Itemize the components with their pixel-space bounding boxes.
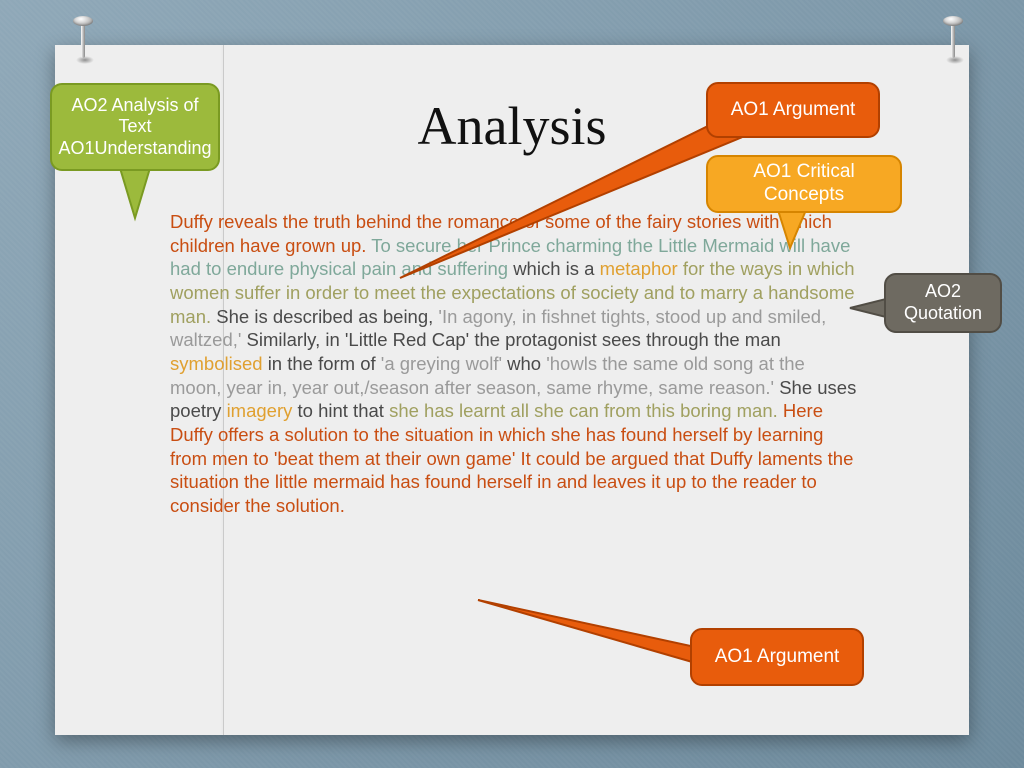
callout-ao2-quotation: AO2 Quotation (884, 273, 1002, 333)
pushpin-left (70, 16, 96, 66)
text-segment: to hint that (298, 400, 390, 421)
text-segment: symbolised (170, 353, 268, 374)
text-segment: 'a greying wolf' (381, 353, 507, 374)
text-segment: which is a (513, 258, 599, 279)
pushpin-right (940, 16, 966, 66)
callout-ao2-analysis: AO2 Analysis of Text AO1Understanding (50, 83, 220, 171)
callout-ao1-critical: AO1 Critical Concepts (706, 155, 902, 213)
text-segment: imagery (227, 400, 298, 421)
text-segment: who (507, 353, 546, 374)
callout-ao1-argument-top: AO1 Argument (706, 82, 880, 138)
analysis-paragraph: Duffy reveals the truth behind the roman… (170, 210, 860, 518)
callout-ao1-argument-bottom: AO1 Argument (690, 628, 864, 686)
text-segment: metaphor (600, 258, 683, 279)
text-segment: She is described as being, (216, 306, 438, 327)
text-segment: Similarly, in 'Little Red Cap' the prota… (247, 329, 781, 350)
text-segment: she has learnt all she can from this bor… (389, 400, 783, 421)
text-segment: in the form of (268, 353, 381, 374)
